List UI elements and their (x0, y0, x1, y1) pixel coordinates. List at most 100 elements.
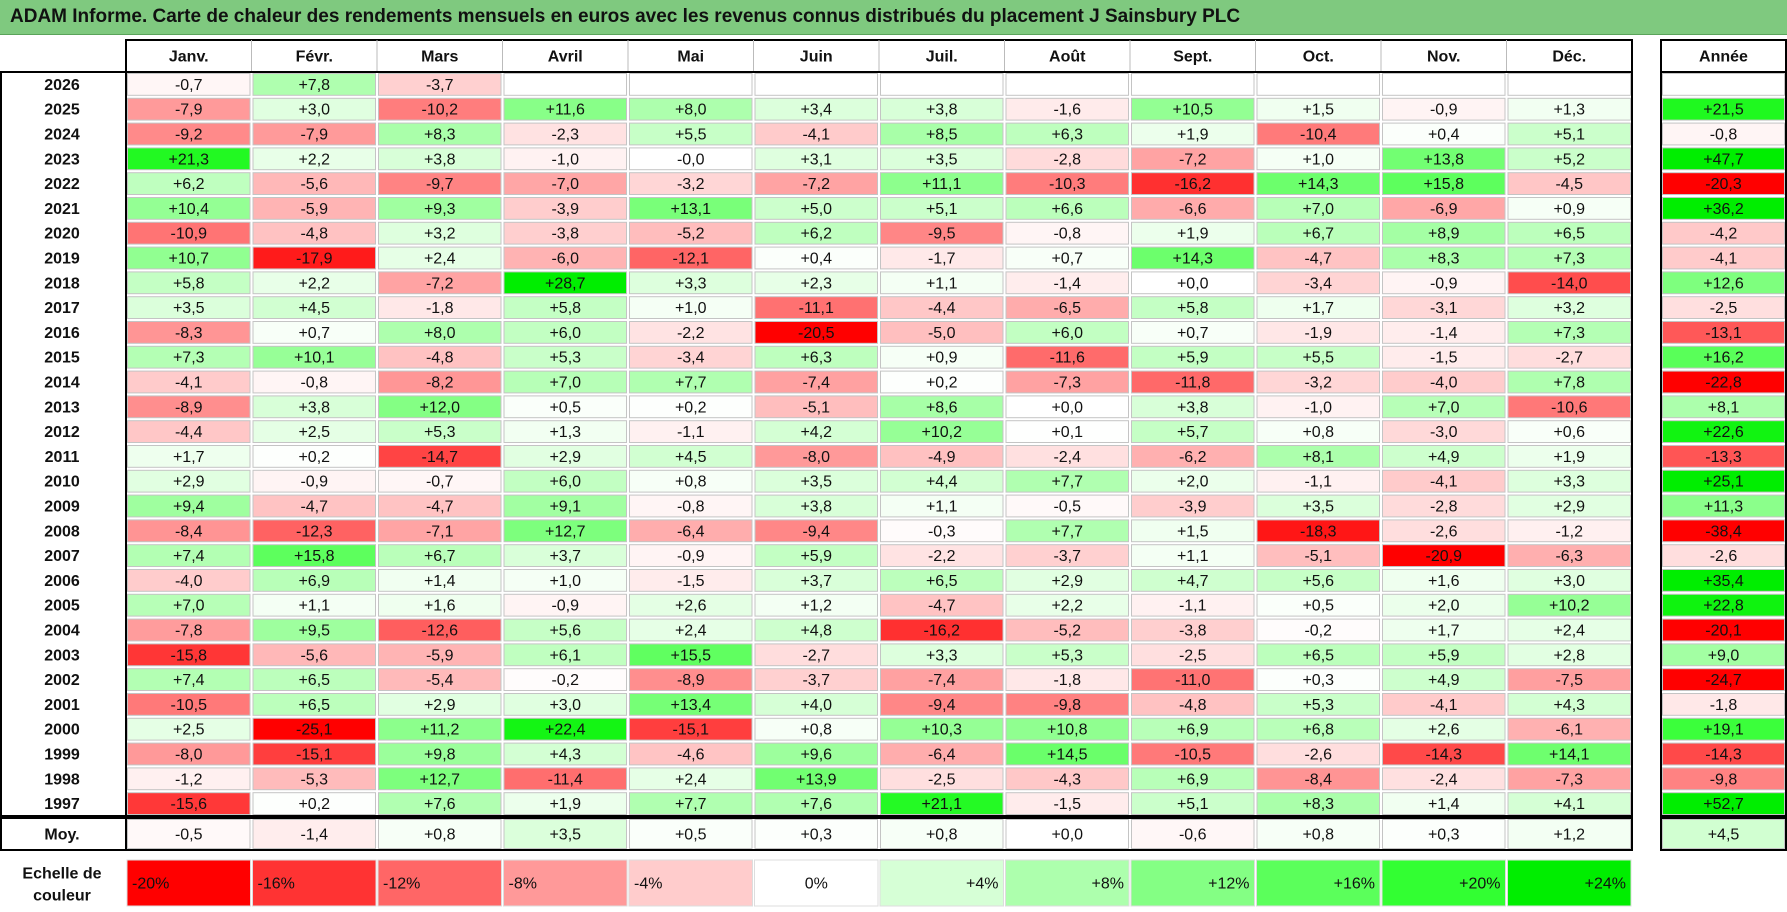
heat-cell (1256, 569, 1380, 592)
heat-cell-value: -5,6 (300, 176, 328, 193)
average-label: Moy. (44, 827, 79, 844)
color-scale-swatch (754, 859, 879, 907)
heat-cell-value: -7,2 (802, 176, 830, 193)
heat-cell-value: +6,0 (549, 474, 581, 491)
heat-cell (127, 122, 251, 146)
heat-cell-value: +6,9 (298, 573, 330, 590)
heat-cell-value: +12,0 (420, 399, 461, 416)
row-year-label: 2011 (45, 449, 80, 466)
heat-cell (503, 420, 627, 444)
annual-cell-value: -13,3 (1705, 449, 1742, 466)
heat-cell-value: -7,9 (175, 102, 203, 119)
heat-cell (880, 321, 1004, 344)
heat-cell (629, 395, 753, 419)
heat-cell (880, 73, 1004, 96)
heat-cell (378, 395, 502, 419)
heat-cell-value: +3,8 (298, 399, 330, 416)
heat-cell (1507, 97, 1631, 121)
heat-cell (1005, 147, 1129, 171)
heat-cell (1507, 221, 1631, 245)
heat-cell (1256, 271, 1380, 295)
annual-cell-value: -20,3 (1705, 176, 1742, 193)
average-cell (754, 819, 878, 849)
average-cell-value: +1,2 (1553, 827, 1585, 844)
heat-cell (629, 271, 753, 295)
annual-cell (1662, 296, 1785, 320)
month-header: Mai (677, 49, 704, 66)
heat-cell-value: +2,9 (1553, 499, 1585, 516)
heat-cell (503, 271, 627, 295)
heat-cell-value: -4,5 (1555, 176, 1583, 193)
heat-cell (1382, 717, 1506, 741)
heat-cell (1256, 519, 1380, 543)
heat-cell (629, 494, 753, 518)
heat-cell-value: -14,0 (1551, 275, 1588, 292)
color-scale-swatch (1256, 859, 1381, 907)
annual-cell (1662, 197, 1785, 220)
heat-cell-value: +9,5 (298, 623, 330, 640)
row-year-label: 2012 (44, 424, 80, 441)
month-header: Janv. (169, 49, 209, 66)
heat-cell (1507, 246, 1631, 270)
heat-cell-value: +3,0 (1553, 573, 1585, 590)
heat-cell-value: +6,2 (800, 226, 832, 243)
heat-cell (1382, 321, 1506, 344)
heat-cell-value: -6,0 (551, 251, 579, 268)
heat-cell-value: -6,3 (1555, 548, 1583, 565)
heat-cell-value: +2,9 (1051, 573, 1083, 590)
heat-cell-value: +5,3 (1051, 647, 1083, 664)
heat-cell-value: +9,6 (800, 747, 832, 764)
heat-cell-value: +5,5 (1302, 350, 1334, 367)
heat-cell (880, 420, 1004, 444)
heat-cell (378, 221, 502, 245)
heat-cell-value: -1,6 (1053, 102, 1081, 119)
heat-cell (127, 345, 251, 369)
heat-cell-value: +9,4 (173, 499, 205, 516)
heat-cell-value: -0,9 (1430, 102, 1458, 119)
heat-cell-value: +2,5 (173, 722, 205, 739)
color-scale-swatch (1005, 859, 1130, 907)
annual-header: Année (1699, 49, 1748, 66)
heat-cell (629, 345, 753, 369)
heat-cell-value: +7,4 (173, 548, 205, 565)
annual-cell (1662, 742, 1785, 766)
annual-cell (1662, 494, 1785, 518)
heat-cell (1382, 693, 1506, 716)
heat-cell-value: -7,8 (175, 623, 203, 640)
heat-cell (127, 494, 251, 518)
heat-cell-value: -14,7 (422, 449, 459, 466)
heat-cell-value: +3,4 (800, 102, 832, 119)
heat-cell-value: +0,8 (675, 474, 707, 491)
heat-cell (754, 345, 878, 369)
color-scale-swatch (628, 859, 753, 907)
heat-cell-value: +7,8 (298, 77, 330, 94)
heat-cell-value: -1,0 (551, 151, 579, 168)
heat-cell (503, 246, 627, 270)
heat-cell (629, 172, 753, 195)
heat-cell (503, 593, 627, 617)
heat-cell-value: -1,2 (175, 771, 203, 788)
average-cell-value: -1,4 (300, 827, 328, 844)
annual-cell (1662, 97, 1785, 121)
heat-cell (378, 668, 502, 692)
heat-cell-value: +6,9 (1177, 722, 1209, 739)
heat-cell (1131, 197, 1255, 220)
heat-cell (252, 593, 376, 617)
heat-cell (880, 97, 1004, 121)
heat-cell-value: -10,3 (1049, 176, 1086, 193)
row-year-label: 2024 (44, 127, 80, 144)
heat-cell (252, 370, 376, 394)
heat-cell-value: +6,0 (549, 325, 581, 342)
heat-cell-value: +3,7 (549, 548, 581, 565)
heat-cell-value: +10,5 (1173, 102, 1214, 119)
heat-cell (1005, 445, 1129, 468)
heat-cell (1507, 197, 1631, 220)
heat-cell (1005, 271, 1129, 295)
heat-cell (1382, 544, 1506, 568)
heat-cell-value: -0,0 (677, 151, 705, 168)
heat-cell-value: -4,1 (1430, 697, 1458, 714)
heat-cell-value: -3,0 (1430, 424, 1458, 441)
heat-cell (1382, 420, 1506, 444)
average-cell-value: +3,5 (549, 827, 581, 844)
heat-cell (1256, 296, 1380, 320)
